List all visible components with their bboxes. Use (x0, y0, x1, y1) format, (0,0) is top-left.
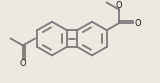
Text: O: O (20, 59, 26, 68)
Text: O: O (135, 19, 141, 28)
Text: O: O (116, 1, 122, 10)
